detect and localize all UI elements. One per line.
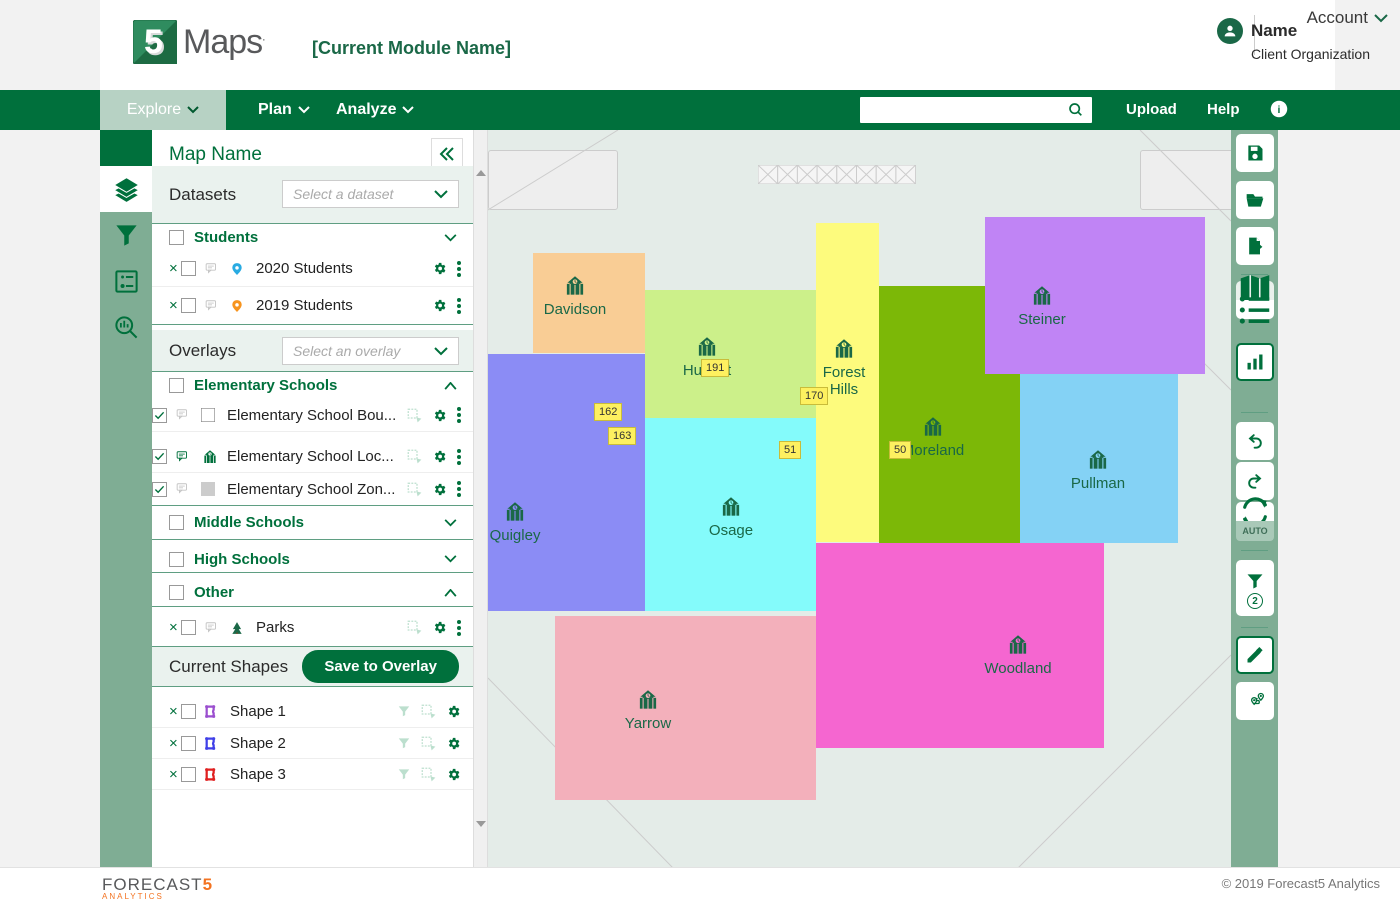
svg-text:ANALYTICS: ANALYTICS bbox=[102, 892, 164, 900]
svg-text:i: i bbox=[1278, 104, 1281, 116]
svg-text:5: 5 bbox=[144, 23, 163, 61]
